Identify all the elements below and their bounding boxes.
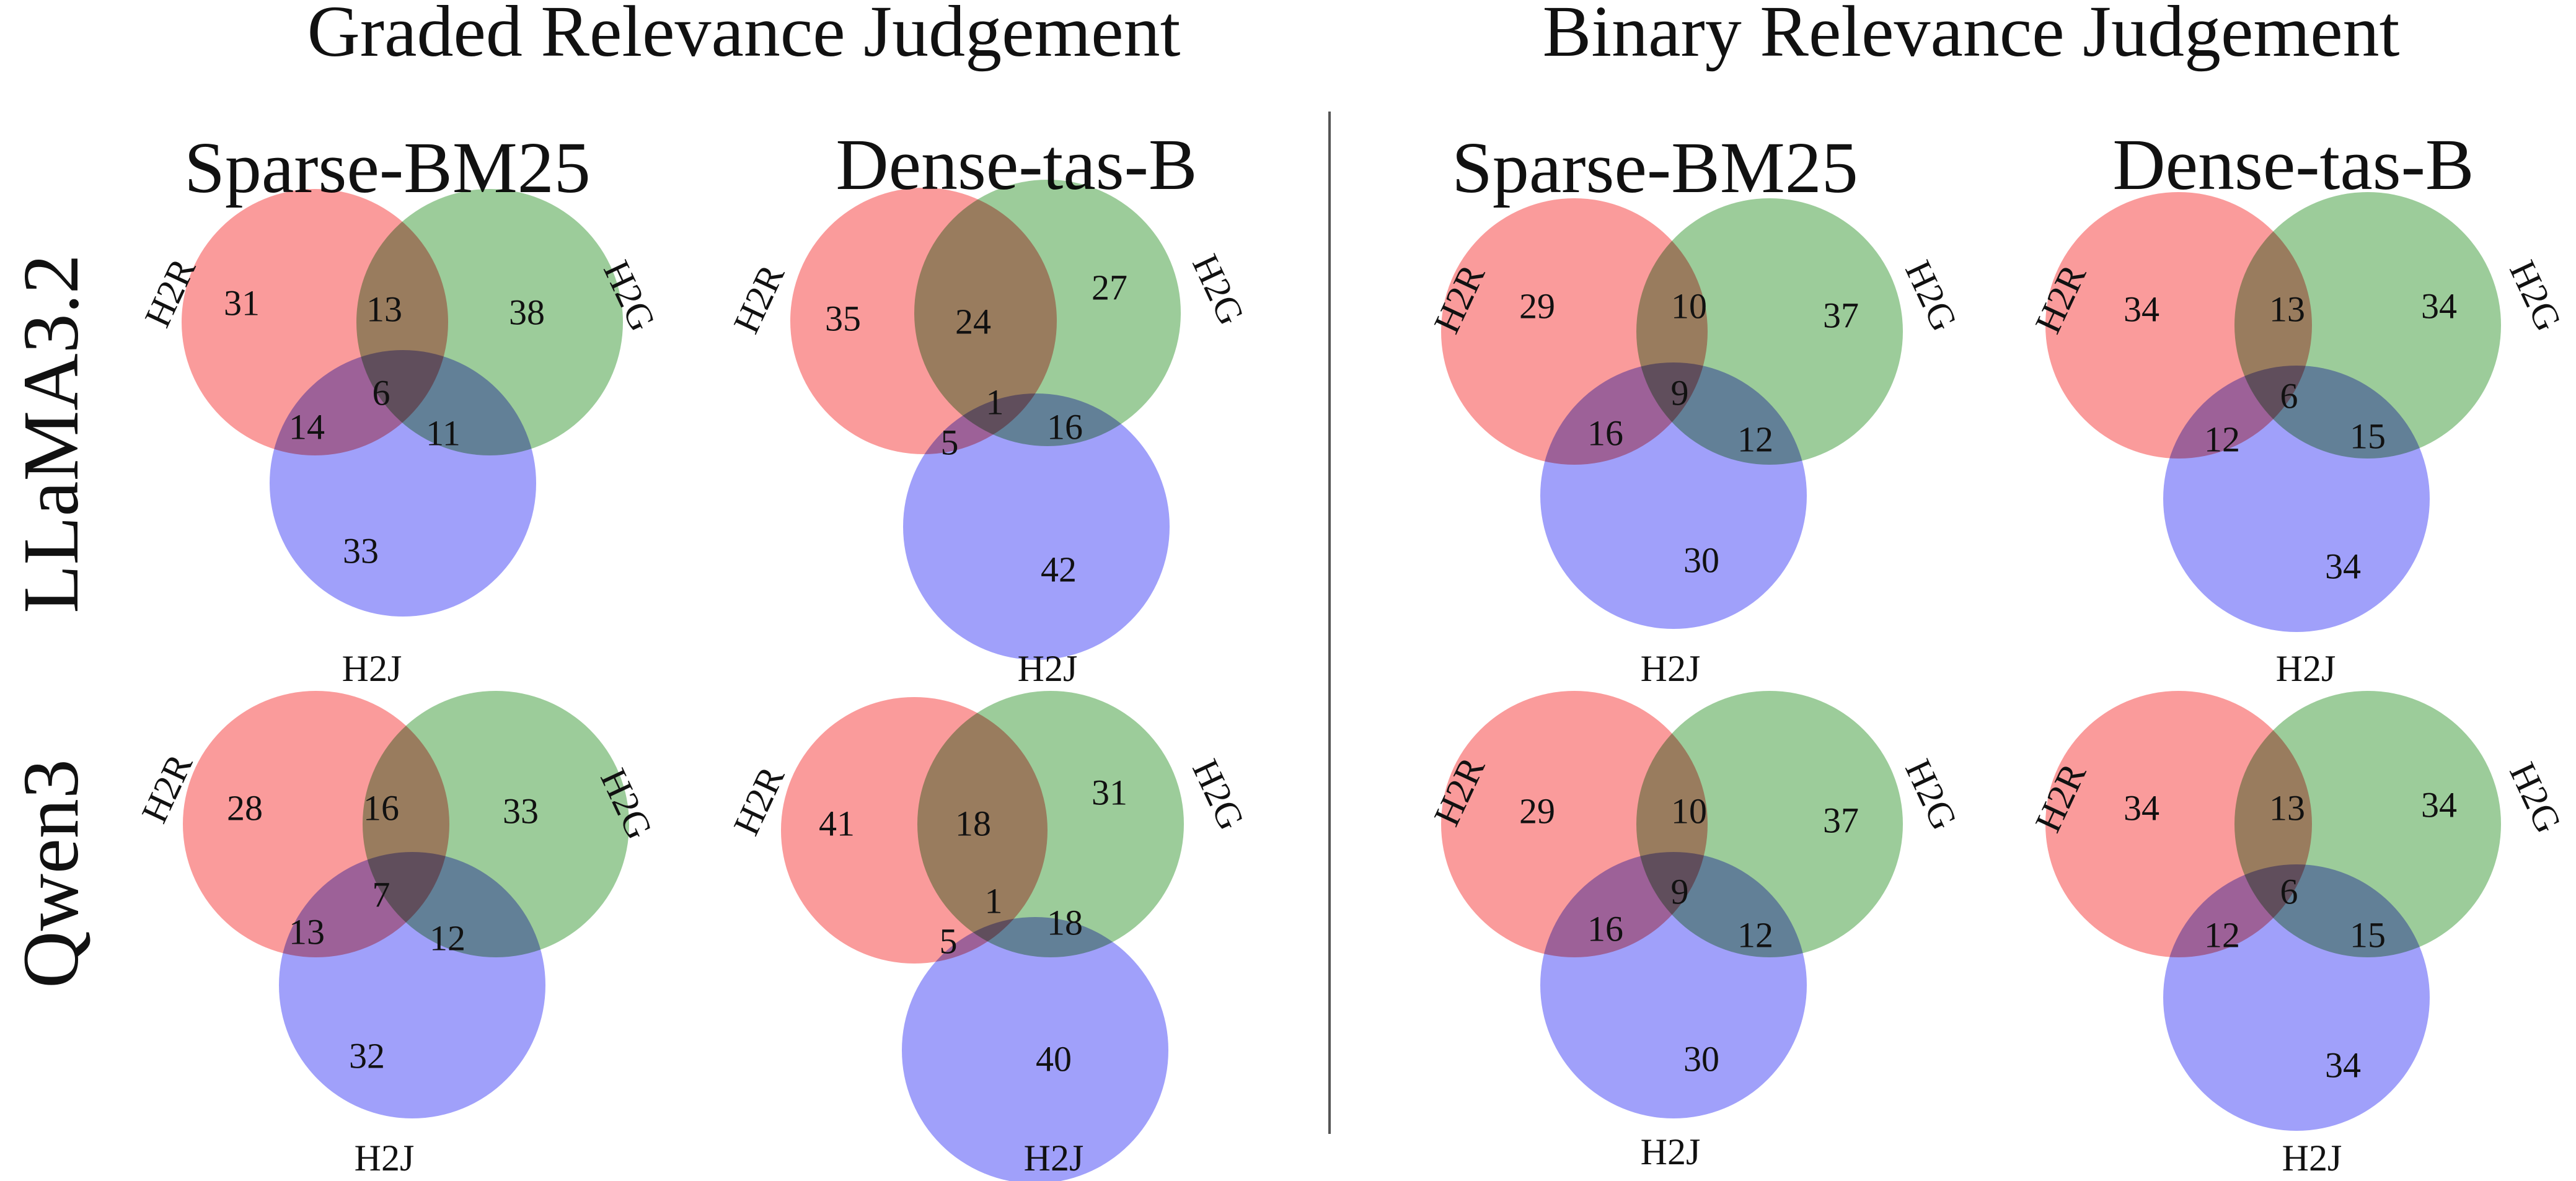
region-count-abc: 9 bbox=[1671, 372, 1689, 413]
region-count-a: 41 bbox=[819, 803, 855, 843]
region-count-a: 28 bbox=[227, 788, 263, 828]
region-count-ab: 13 bbox=[2269, 788, 2305, 828]
region-count-ab: 13 bbox=[2269, 289, 2305, 329]
section-title-binary: Binary Relevance Judgement bbox=[1543, 0, 2400, 72]
region-count-c: 34 bbox=[2325, 546, 2361, 586]
region-count-b: 27 bbox=[1092, 267, 1127, 307]
region-count-a: 34 bbox=[2124, 788, 2159, 828]
method-title-binary-dense: Dense-tas-B bbox=[2112, 124, 2474, 205]
region-count-b: 38 bbox=[509, 292, 545, 332]
row-label-llama: LLaMA3.2 bbox=[7, 254, 95, 613]
region-count-b: 34 bbox=[2421, 784, 2457, 825]
region-count-abc: 6 bbox=[373, 372, 390, 413]
region-count-ab: 13 bbox=[366, 289, 402, 329]
region-count-bc: 16 bbox=[1047, 406, 1083, 447]
region-count-bc: 12 bbox=[430, 918, 465, 958]
region-count-bc: 15 bbox=[2350, 416, 2386, 456]
set-label-h2j: H2J bbox=[1024, 1138, 1084, 1179]
set-label-h2j: H2J bbox=[2282, 1138, 2342, 1179]
section-title-graded: Graded Relevance Judgement bbox=[307, 0, 1181, 72]
set-circle-h2j bbox=[2163, 864, 2430, 1131]
set-circle-h2g bbox=[917, 691, 1184, 957]
set-label-h2j: H2J bbox=[342, 648, 402, 689]
set-circle-h2j bbox=[270, 350, 536, 617]
set-label-h2j: H2J bbox=[1641, 1131, 1701, 1172]
set-circle-h2j bbox=[903, 393, 1170, 660]
region-count-c: 32 bbox=[349, 1035, 385, 1076]
region-count-ac: 5 bbox=[940, 921, 958, 961]
region-count-b: 37 bbox=[1823, 295, 1859, 335]
region-count-abc: 7 bbox=[373, 874, 390, 915]
region-count-a: 35 bbox=[825, 298, 861, 338]
set-circle-h2j bbox=[1540, 362, 1807, 629]
region-count-abc: 6 bbox=[2280, 871, 2298, 911]
set-label-h2j: H2J bbox=[355, 1138, 415, 1179]
region-count-bc: 15 bbox=[2350, 915, 2386, 955]
region-count-ac: 14 bbox=[289, 406, 325, 447]
region-count-abc: 1 bbox=[986, 382, 1004, 422]
region-count-a: 29 bbox=[1519, 791, 1555, 831]
region-count-a: 29 bbox=[1519, 286, 1555, 326]
method-title-binary-sparse: Sparse-BM25 bbox=[1452, 127, 1858, 208]
region-count-c: 34 bbox=[2325, 1045, 2361, 1085]
set-circle-h2j bbox=[2163, 366, 2430, 632]
region-count-ac: 13 bbox=[289, 911, 325, 952]
set-circle-h2j bbox=[902, 917, 1168, 1181]
region-count-bc: 11 bbox=[426, 413, 461, 453]
region-count-ac: 12 bbox=[2204, 419, 2240, 459]
region-count-c: 30 bbox=[1683, 1038, 1719, 1079]
region-count-ab: 24 bbox=[955, 301, 991, 341]
region-count-a: 31 bbox=[224, 283, 260, 323]
set-label-h2j: H2J bbox=[1018, 648, 1078, 689]
region-count-c: 30 bbox=[1683, 540, 1719, 580]
region-count-b: 34 bbox=[2421, 286, 2457, 326]
region-count-c: 33 bbox=[343, 530, 379, 571]
set-circle-h2g bbox=[914, 180, 1181, 446]
region-count-c: 40 bbox=[1036, 1038, 1072, 1079]
set-circle-h2j bbox=[1540, 852, 1807, 1118]
region-count-b: 37 bbox=[1823, 800, 1859, 840]
region-count-b: 33 bbox=[503, 791, 539, 831]
region-count-b: 31 bbox=[1092, 772, 1127, 812]
region-count-bc: 18 bbox=[1047, 902, 1083, 942]
region-count-c: 42 bbox=[1041, 549, 1077, 589]
region-count-ac: 16 bbox=[1587, 413, 1623, 453]
region-count-a: 34 bbox=[2124, 289, 2159, 329]
region-count-ab: 16 bbox=[363, 788, 399, 828]
region-count-ac: 5 bbox=[941, 422, 959, 462]
region-count-abc: 6 bbox=[2280, 375, 2298, 416]
row-label-qwen: Qwen3 bbox=[7, 759, 95, 988]
set-label-h2j: H2J bbox=[1641, 648, 1701, 689]
region-count-ac: 12 bbox=[2204, 915, 2240, 955]
region-count-ab: 10 bbox=[1671, 791, 1707, 831]
set-circle-h2j bbox=[279, 852, 545, 1118]
region-count-ab: 18 bbox=[955, 803, 991, 843]
region-count-bc: 12 bbox=[1737, 419, 1773, 459]
region-count-bc: 12 bbox=[1737, 915, 1773, 955]
set-label-h2j: H2J bbox=[2276, 648, 2336, 689]
region-count-abc: 1 bbox=[985, 880, 1003, 921]
region-count-ab: 10 bbox=[1671, 286, 1707, 326]
region-count-ac: 16 bbox=[1587, 908, 1623, 949]
region-count-abc: 9 bbox=[1671, 871, 1689, 911]
